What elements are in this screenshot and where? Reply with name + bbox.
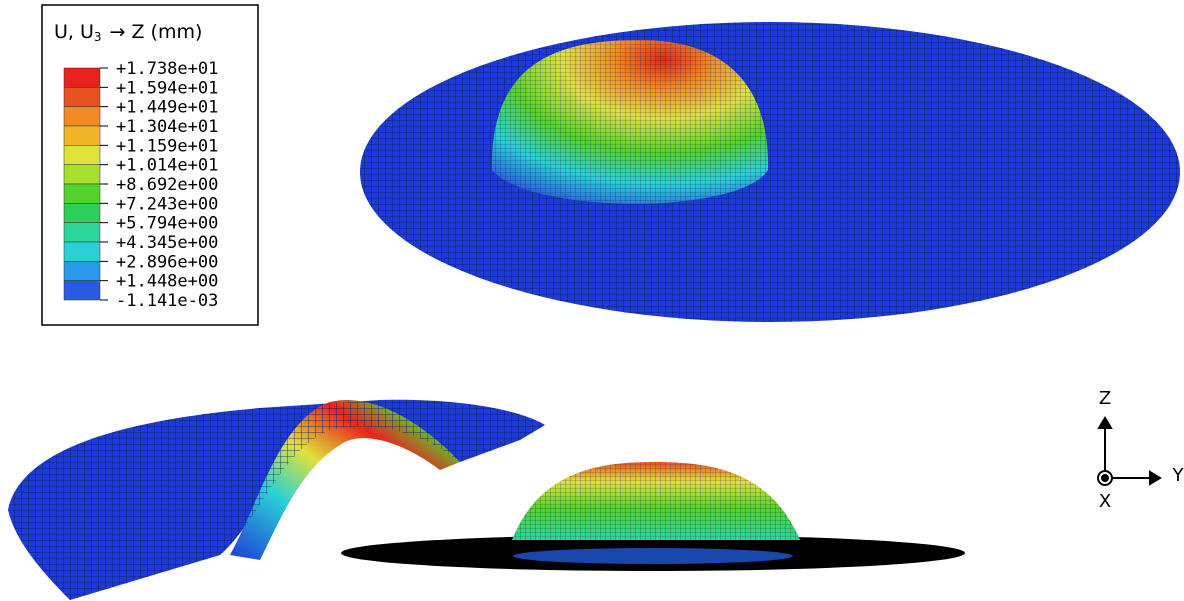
legend-band — [63, 125, 101, 146]
side-view — [341, 462, 965, 571]
legend-label: +1.159e+01 — [116, 136, 218, 156]
section-view — [8, 399, 545, 600]
legend-label: +1.449e+01 — [116, 98, 218, 118]
legend-title-suffix: → Z (mm) — [110, 21, 203, 43]
legend-label: +8.692e+00 — [116, 175, 218, 195]
legend-band — [63, 280, 101, 301]
legend-label: +1.448e+00 — [116, 272, 218, 292]
legend-band — [63, 164, 101, 185]
legend-label: +1.014e+01 — [116, 156, 218, 176]
legend-label: -1.141e-03 — [116, 291, 218, 311]
legend-band — [63, 87, 101, 107]
legend-label: +5.794e+00 — [116, 214, 218, 234]
legend-band — [63, 222, 101, 243]
axis-label-x: X — [1099, 491, 1111, 512]
legend-band — [63, 106, 101, 127]
legend-band — [63, 67, 101, 88]
legend-band — [63, 203, 101, 223]
legend-band — [63, 183, 101, 204]
axis-triad — [1097, 416, 1162, 486]
legend-band — [63, 261, 101, 281]
legend: U, U3 → Z (mm) +1.738e+01+1.594e+01+1.449… — [41, 4, 259, 326]
top-view — [360, 22, 1180, 322]
legend-label: +4.345e+00 — [116, 233, 218, 253]
legend-title-sub: 3 — [94, 30, 102, 44]
legend-label: +7.243e+00 — [116, 194, 218, 214]
axis-label-y: Y — [1172, 465, 1184, 486]
legend-band — [63, 145, 101, 165]
legend-title-main: U, U — [54, 21, 94, 43]
legend-label: +2.896e+00 — [116, 252, 218, 272]
legend-band — [63, 241, 101, 262]
legend-label: +1.594e+01 — [116, 78, 218, 98]
legend-title: U, U3 → Z (mm) — [54, 21, 202, 44]
legend-label: +1.738e+01 — [116, 59, 218, 79]
legend-label: +1.304e+01 — [116, 117, 218, 137]
axis-label-z: Z — [1099, 388, 1111, 409]
